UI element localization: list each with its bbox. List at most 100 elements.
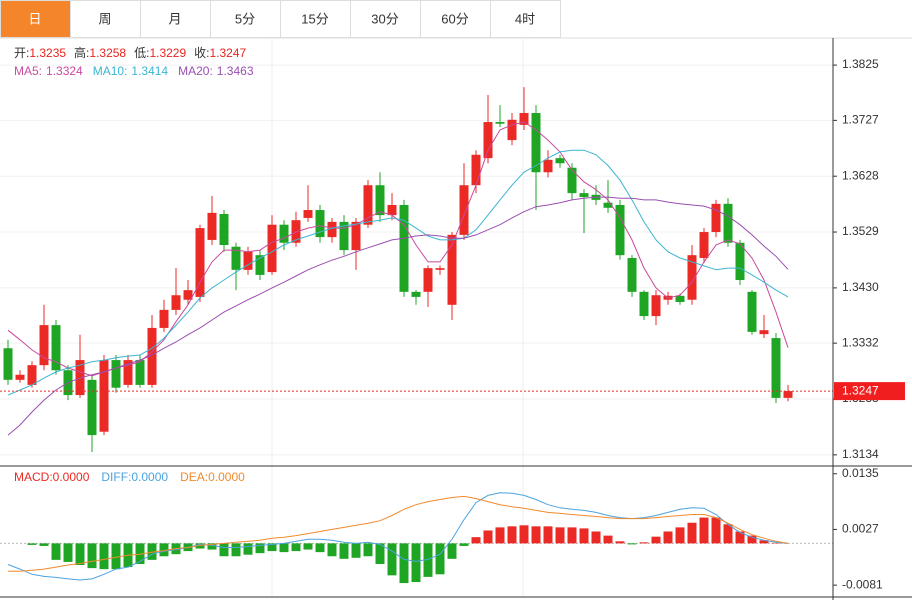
macd-bar: [663, 531, 673, 544]
macd-readout: MACD:0.0000 DIFF:0.0000 DEA:0.0000: [14, 470, 245, 484]
candle-body: [399, 204, 409, 292]
macd-bar: [675, 527, 685, 544]
macd-bar: [519, 525, 529, 544]
macd-bar: [387, 543, 397, 576]
macd-bar: [63, 543, 73, 562]
macd-bar: [687, 522, 697, 544]
macd-bar: [375, 543, 385, 564]
last-price-label: 1.3247: [842, 383, 879, 397]
macd-bar: [567, 527, 577, 544]
tab-label[interactable]: 60分: [441, 11, 468, 26]
candle-body: [303, 210, 313, 218]
tab-label[interactable]: 月: [168, 11, 181, 26]
macd-bar: [303, 543, 313, 550]
ohlc-value: 1.3258: [89, 46, 126, 60]
candle-body: [51, 325, 61, 371]
candle-body: [327, 221, 337, 238]
macd-bar: [483, 530, 493, 544]
legend-value: 0.0000: [53, 470, 90, 484]
legend-value: 1.3414: [131, 64, 168, 78]
macd-bar: [219, 543, 229, 557]
macd-bar: [603, 535, 613, 544]
candle-body: [735, 242, 745, 280]
macd-bar: [735, 531, 745, 544]
candle-body: [783, 391, 793, 398]
candle-body: [459, 185, 469, 235]
candle-body: [699, 232, 709, 258]
ma-line: [7, 196, 789, 436]
legend-value: 1.3463: [217, 64, 254, 78]
macd-bar: [639, 542, 649, 544]
candle-body: [75, 360, 85, 396]
macd-bar: [591, 531, 601, 544]
y-tick-label: 1.3430: [842, 280, 879, 294]
ohlc-value: 1.3235: [29, 46, 66, 60]
candle-body: [315, 210, 325, 238]
macd-bar: [747, 535, 757, 544]
macd-bar: [555, 527, 565, 544]
tab[interactable]: [70, 0, 141, 38]
candle-body: [627, 257, 637, 292]
ohlc-label: 收:: [194, 46, 209, 60]
candle-body: [447, 234, 457, 305]
macd-bar: [327, 543, 337, 557]
price-panel: 1.3825 1.3727 1.3628 1.3529 1.3430 1.3332 1.32…: [0, 45, 905, 461]
candle-body: [687, 255, 697, 300]
candle-body: [723, 203, 733, 243]
macd-bar: [111, 543, 121, 570]
candle-body: [135, 360, 145, 385]
macd-bar: [615, 541, 625, 544]
macd-bar: [471, 537, 481, 544]
tab[interactable]: [0, 0, 71, 38]
macd-bar: [507, 526, 517, 544]
legend-value: 1.3324: [46, 64, 83, 78]
macd-bar: [495, 527, 505, 544]
macd-line: [7, 492, 789, 581]
macd-bar: [159, 543, 169, 557]
candle-body: [639, 291, 649, 317]
tab-label[interactable]: 4时: [515, 11, 535, 26]
y-tick-label: 1.3825: [842, 57, 879, 71]
candle-body: [771, 338, 781, 398]
macd-bar: [351, 543, 361, 558]
macd-bar: [543, 526, 553, 544]
candle-body: [39, 325, 49, 366]
last-price-tag: [834, 382, 905, 401]
tab-label[interactable]: 15分: [301, 11, 328, 26]
candle-body: [183, 290, 193, 300]
candle-body: [171, 295, 181, 310]
macd-bar: [135, 543, 145, 564]
macd-bar: [243, 543, 253, 555]
tab-label[interactable]: 30分: [371, 11, 398, 26]
candle-body: [123, 360, 133, 385]
legend-label: MA20:: [178, 64, 213, 78]
macd-bar: [75, 543, 85, 566]
candle-body: [603, 202, 613, 208]
candle-body: [231, 246, 241, 270]
candle-body: [579, 193, 589, 198]
tab-label[interactable]: 周: [98, 11, 111, 26]
macd-bar: [435, 543, 445, 575]
y-tick-label: 1.3529: [842, 224, 879, 238]
tab-label[interactable]: 日: [28, 11, 41, 26]
candle-body: [483, 122, 493, 159]
ohlc-label: 开:: [14, 46, 29, 60]
macd-bar: [447, 543, 457, 559]
macd-bar: [315, 543, 325, 553]
candle-body: [267, 224, 277, 273]
legend-label: MA10:: [93, 64, 128, 78]
tab-bar: 日 周 月 5分 15分 30分 60分 4时: [0, 0, 561, 38]
macd-bar: [363, 543, 373, 557]
tab-label[interactable]: 5分: [235, 11, 255, 26]
macd-bar: [279, 543, 289, 553]
macd-bar: [51, 543, 61, 560]
tab[interactable]: [140, 0, 211, 38]
ohlc-readout: 开:1.3235 高:1.3258 低:1.3229 收:1.3247: [14, 45, 247, 60]
y-tick-label: 1.3727: [842, 113, 879, 127]
macd-bar: [723, 524, 733, 544]
tab[interactable]: [490, 0, 561, 38]
ohlc-label: 高:: [74, 45, 89, 60]
candle-body: [207, 212, 217, 240]
candle-body: [351, 221, 361, 251]
